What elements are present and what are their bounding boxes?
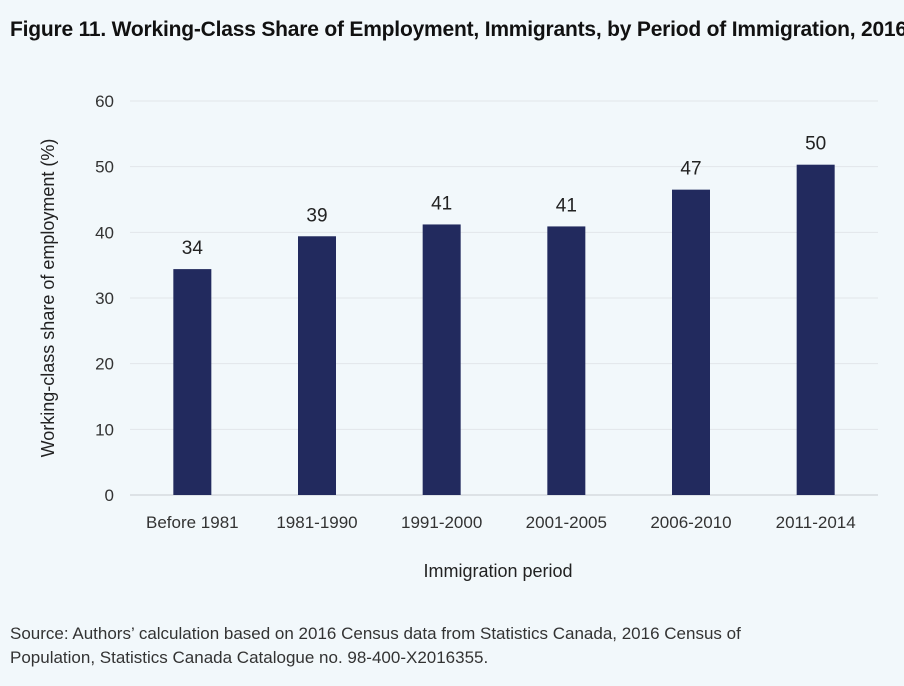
data-label: 41 bbox=[431, 193, 452, 214]
bar bbox=[547, 226, 586, 495]
x-tick-label: Before 1981 bbox=[146, 513, 239, 532]
y-tick-label: 60 bbox=[95, 92, 114, 111]
bar bbox=[796, 164, 835, 496]
chart-title: Figure 11. Working-Class Share of Employ… bbox=[10, 18, 904, 41]
data-label: 39 bbox=[306, 205, 327, 226]
data-label: 34 bbox=[182, 238, 204, 259]
y-axis-label: Working-class share of employment (%) bbox=[38, 139, 58, 458]
x-tick-label: 2006-2010 bbox=[650, 513, 731, 532]
x-axis-ticks: Before 1981 1981-1990 1991-2000 2001-2005 20… bbox=[146, 513, 856, 532]
source-line-2: Population, Statistics Canada Catalogue … bbox=[10, 648, 489, 667]
bars bbox=[173, 164, 835, 496]
y-tick-label: 40 bbox=[95, 223, 114, 242]
x-axis-label: Immigration period bbox=[423, 561, 572, 581]
bar-chart: 0 10 20 30 40 50 60 34 39 41 41 47 50 Before 1981 19… bbox=[38, 92, 878, 581]
source-note: Source: Authors’ calculation based on 20… bbox=[10, 622, 900, 670]
gridlines bbox=[130, 100, 878, 496]
y-tick-label: 20 bbox=[95, 355, 114, 374]
data-labels: 34 39 41 41 47 50 bbox=[182, 134, 826, 259]
bar bbox=[422, 224, 461, 495]
y-tick-label: 10 bbox=[95, 420, 114, 439]
y-tick-label: 0 bbox=[105, 486, 114, 505]
y-tick-label: 50 bbox=[95, 158, 114, 177]
data-label: 47 bbox=[680, 159, 701, 180]
bar bbox=[672, 189, 710, 495]
y-tick-label: 30 bbox=[95, 289, 114, 308]
x-tick-label: 2001-2005 bbox=[526, 513, 607, 532]
x-tick-label: 1981-1990 bbox=[276, 513, 357, 532]
source-line-1: Source: Authors’ calculation based on 20… bbox=[10, 624, 741, 643]
bar bbox=[173, 269, 212, 495]
x-tick-label: 2011-2014 bbox=[776, 513, 856, 532]
bar bbox=[298, 236, 336, 496]
y-axis-ticks: 0 10 20 30 40 50 60 bbox=[95, 92, 114, 505]
x-tick-label: 1991-2000 bbox=[401, 513, 482, 532]
data-label: 41 bbox=[556, 195, 577, 216]
data-label: 50 bbox=[805, 134, 826, 155]
